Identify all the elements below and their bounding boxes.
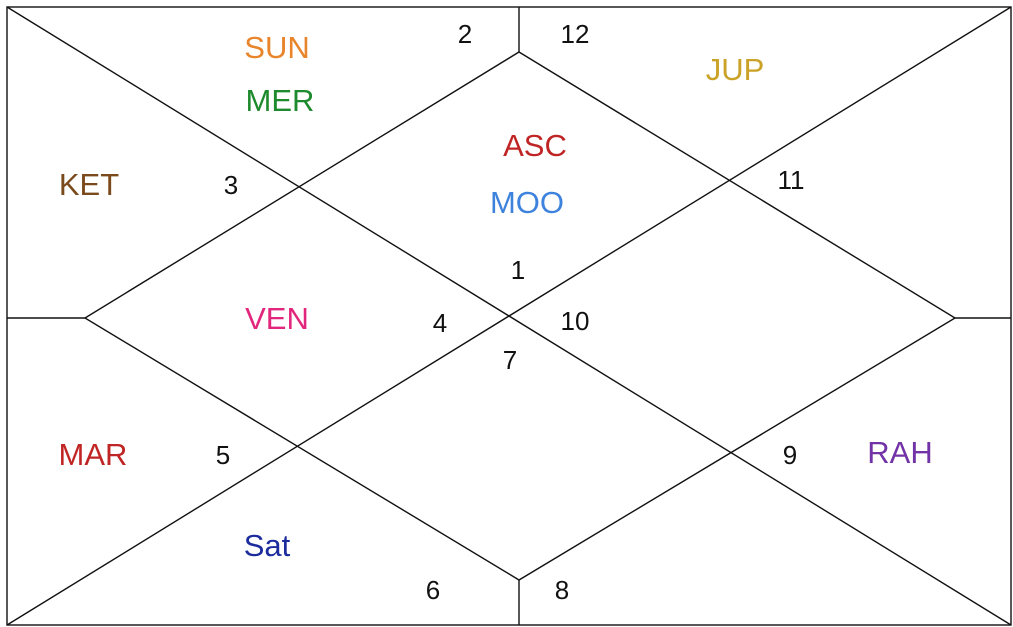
planet-label: MER	[246, 83, 315, 118]
house-number: 6	[426, 575, 440, 605]
house-number: 4	[433, 308, 447, 338]
diamond	[83, 51, 957, 581]
house-number: 11	[778, 165, 805, 195]
planet-label: MOO	[490, 185, 564, 220]
diagonal	[6, 6, 1012, 626]
house-number: 12	[561, 19, 590, 49]
house-number: 7	[503, 345, 517, 375]
planet-label: JUP	[706, 52, 765, 87]
house-number: 1	[511, 255, 525, 285]
frame	[6, 6, 1012, 626]
planet-label: KET	[59, 167, 119, 202]
planet-label: Sat	[244, 528, 291, 563]
house-number: 5	[216, 440, 230, 470]
planet-label: MAR	[59, 437, 128, 472]
planet-label: SUN	[244, 30, 309, 65]
house-number: 9	[783, 440, 797, 470]
house-number: 10	[561, 306, 590, 336]
house-number: 8	[555, 575, 569, 605]
planet-label: ASC	[503, 128, 567, 163]
planet-label: VEN	[245, 301, 309, 336]
house-number: 3	[224, 170, 238, 200]
planet-label: RAH	[867, 435, 932, 470]
house-number: 2	[458, 19, 472, 49]
